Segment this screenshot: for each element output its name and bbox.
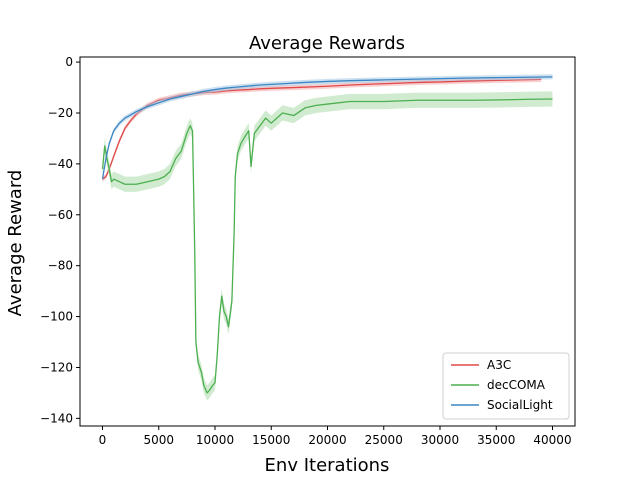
legend-label-a3c: A3C <box>487 358 511 372</box>
x-axis-title: Env Iterations <box>265 455 390 476</box>
legend-box <box>442 352 570 420</box>
x-tick-label: 0 <box>99 433 107 447</box>
y-tick-label: −60 <box>48 208 73 222</box>
x-axis: 0 5000 10000 15000 20000 25000 30000 35000 40000 <box>99 426 572 447</box>
y-tick-label: −100 <box>40 310 73 324</box>
y-tick-label: 0 <box>65 55 73 69</box>
x-tick-label: 5000 <box>143 433 174 447</box>
x-tick-label: 40000 <box>533 433 571 447</box>
chart-title: Average Rewards <box>249 33 405 54</box>
series-deccoma-line <box>101 98 553 394</box>
x-tick-label: 35000 <box>477 433 515 447</box>
x-tick-label: 15000 <box>252 433 290 447</box>
series-a3c-group <box>102 76 542 182</box>
series-deccoma-group <box>101 91 553 401</box>
y-tick-label: −80 <box>48 259 73 273</box>
y-tick-label: −20 <box>48 106 73 120</box>
series-sociallight-line <box>101 76 553 180</box>
x-tick-label: 25000 <box>365 433 403 447</box>
x-tick-label: 30000 <box>421 433 459 447</box>
series-sociallight-group <box>101 74 553 182</box>
series-a3c-line <box>102 78 542 180</box>
y-axis: 0 −20 −40 −60 −80 −100 −120 −140 <box>40 55 80 425</box>
y-tick-label: −40 <box>48 157 73 171</box>
y-tick-label: −120 <box>40 360 73 374</box>
y-axis-title: Average Reward <box>5 170 26 317</box>
legend: A3C decCOMA SocialLight <box>442 352 570 420</box>
y-tick-label: −140 <box>40 411 73 425</box>
x-tick-label: 20000 <box>308 433 346 447</box>
legend-label-deccoma: decCOMA <box>487 378 546 392</box>
x-tick-label: 10000 <box>196 433 234 447</box>
series-layer <box>101 74 553 401</box>
legend-label-sociallight: SocialLight <box>487 398 553 412</box>
